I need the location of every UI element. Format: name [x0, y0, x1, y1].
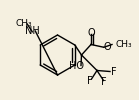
Text: F: F [111, 67, 117, 77]
Text: F: F [87, 76, 93, 86]
Text: CH₃: CH₃ [15, 19, 32, 28]
Text: NH: NH [25, 26, 40, 36]
Text: F: F [101, 77, 107, 87]
Text: O: O [87, 28, 95, 38]
Text: CH₃: CH₃ [115, 40, 132, 49]
Text: O: O [104, 42, 111, 52]
Text: HO: HO [69, 61, 84, 71]
